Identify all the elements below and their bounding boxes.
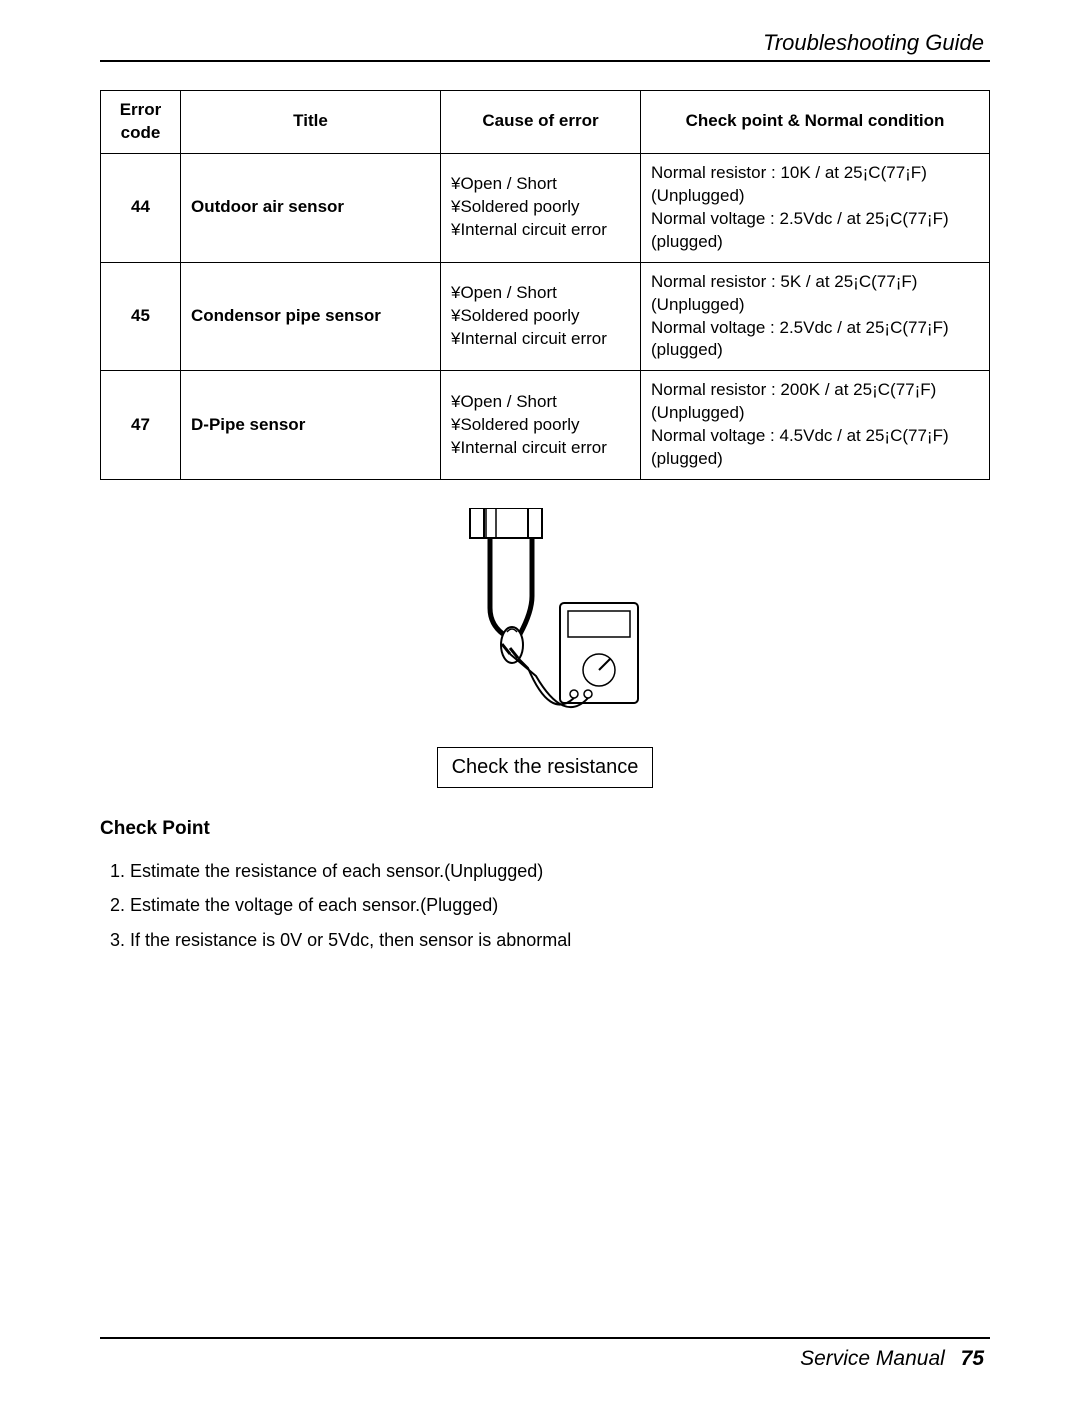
cause-line: ¥Internal circuit error [451,328,630,351]
table-header-row: Error code Title Cause of error Check po… [101,91,990,154]
cell-check: Normal resistor : 5K / at 25¡C(77¡F) (Un… [641,262,990,371]
cell-cause: ¥Open / Short ¥Soldered poorly ¥Internal… [441,262,641,371]
cause-line: ¥Soldered poorly [451,414,630,437]
sensor-multimeter-diagram [440,508,650,728]
cause-line: ¥Internal circuit error [451,437,630,460]
check-line: Normal resistor : 200K / at 25¡C(77¡F) (… [651,379,979,425]
th-title: Title [181,91,441,154]
footer: Service Manual 75 [800,1347,984,1371]
page-header: Troubleshooting Guide [763,30,984,55]
figure-area: Check the resistance [100,508,990,788]
check-point-heading: Check Point [100,818,990,840]
cell-title: Outdoor air sensor [181,153,441,262]
cause-line: ¥Soldered poorly [451,305,630,328]
cause-line: ¥Soldered poorly [451,196,630,219]
th-cause: Cause of error [441,91,641,154]
check-line: Normal voltage : 4.5Vdc / at 25¡C(77¡F) … [651,425,979,471]
check-line: Normal voltage : 2.5Vdc / at 25¡C(77¡F) … [651,208,979,254]
table-row: 47 D-Pipe sensor ¥Open / Short ¥Soldered… [101,371,990,480]
cause-line: ¥Open / Short [451,173,630,196]
cell-check: Normal resistor : 200K / at 25¡C(77¡F) (… [641,371,990,480]
header-divider [100,60,990,62]
cause-line: ¥Open / Short [451,391,630,414]
figure-caption: Check the resistance [437,747,654,788]
table-row: 45 Condensor pipe sensor ¥Open / Short ¥… [101,262,990,371]
cause-line: ¥Internal circuit error [451,219,630,242]
cell-code: 44 [101,153,181,262]
cell-cause: ¥Open / Short ¥Soldered poorly ¥Internal… [441,371,641,480]
footer-divider [100,1337,990,1339]
cell-title: D-Pipe sensor [181,371,441,480]
page-number: 75 [961,1347,984,1370]
check-item: 3. If the resistance is 0V or 5Vdc, then… [110,923,990,957]
check-line: Normal resistor : 5K / at 25¡C(77¡F) (Un… [651,271,979,317]
footer-label: Service Manual [800,1347,945,1370]
cell-check: Normal resistor : 10K / at 25¡C(77¡F) (U… [641,153,990,262]
th-error-code: Error code [101,91,181,154]
error-code-table: Error code Title Cause of error Check po… [100,90,990,480]
check-line: Normal voltage : 2.5Vdc / at 25¡C(77¡F) … [651,317,979,363]
cause-line: ¥Open / Short [451,282,630,305]
cell-title: Condensor pipe sensor [181,262,441,371]
th-check: Check point & Normal condition [641,91,990,154]
table-row: 44 Outdoor air sensor ¥Open / Short ¥Sol… [101,153,990,262]
check-point-list: 1. Estimate the resistance of each senso… [100,854,990,957]
check-item: 1. Estimate the resistance of each senso… [110,854,990,888]
check-line: Normal resistor : 10K / at 25¡C(77¡F) (U… [651,162,979,208]
cell-cause: ¥Open / Short ¥Soldered poorly ¥Internal… [441,153,641,262]
cell-code: 45 [101,262,181,371]
check-item: 2. Estimate the voltage of each sensor.(… [110,888,990,922]
cell-code: 47 [101,371,181,480]
